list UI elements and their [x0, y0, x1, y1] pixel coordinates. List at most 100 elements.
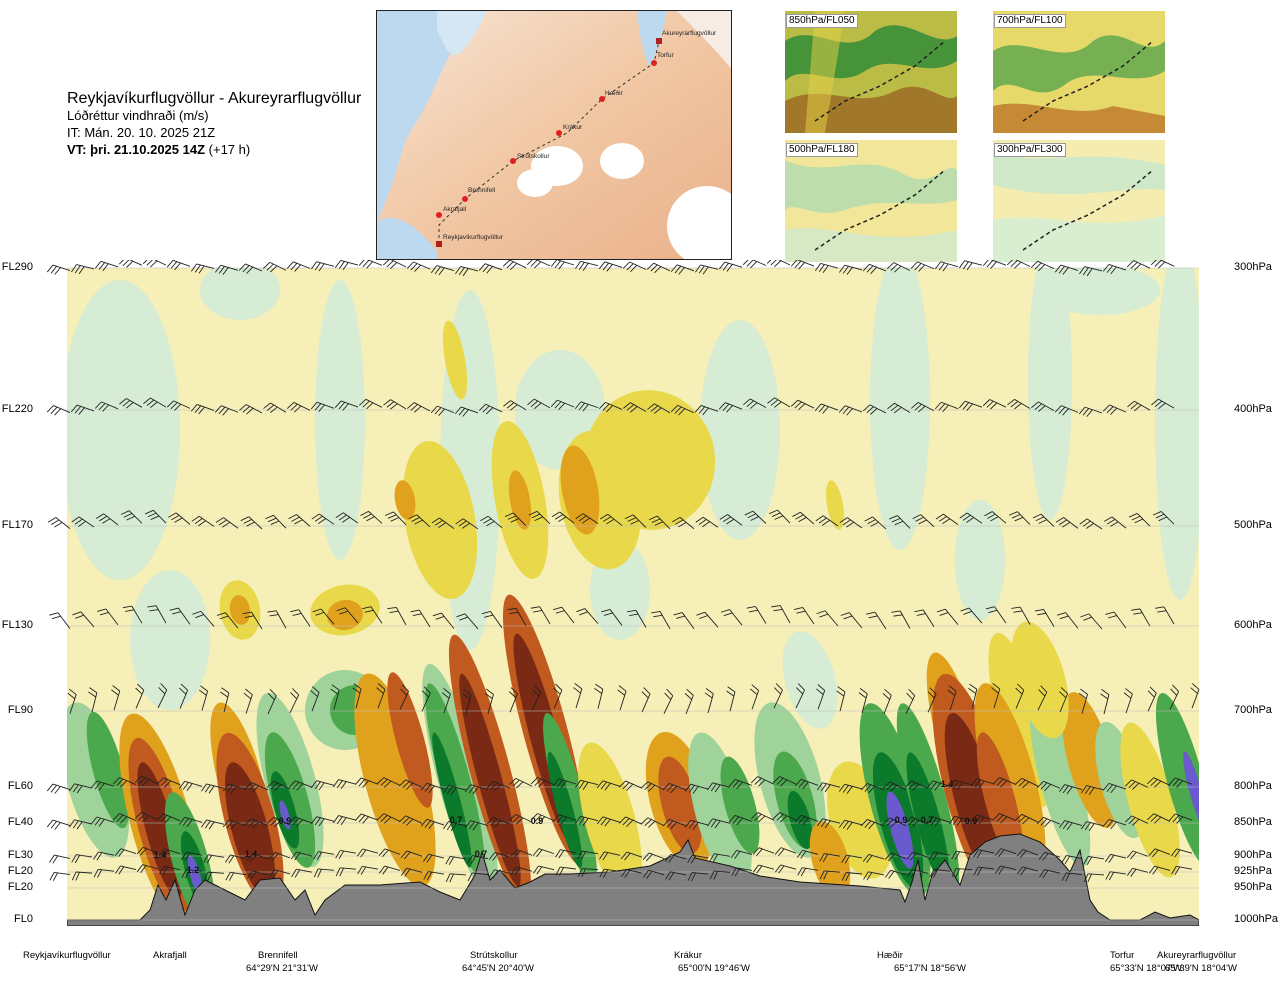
wind-barb: [968, 683, 978, 709]
velocity-cell: [658, 756, 702, 854]
wind-barb: [624, 514, 647, 528]
wind-barb: [201, 819, 225, 830]
wind-barb: [553, 606, 575, 624]
wind-barb: [310, 816, 335, 827]
thumbnail-500hpa[interactable]: 500hPa/FL180: [785, 140, 957, 262]
wind-barb: [191, 515, 215, 527]
wind-barb: [508, 813, 533, 825]
value-label: 0.7: [450, 815, 463, 825]
map-label-strutskollur: Strútskollur: [517, 153, 550, 160]
thumb-label-700: 700hPa/FL100: [994, 14, 1066, 28]
wind-barb: [119, 398, 143, 409]
wind-barb: [601, 609, 623, 626]
wind-barb: [959, 260, 983, 271]
wind-barb: [951, 850, 973, 860]
wind-barb: [290, 609, 311, 627]
wind-barb: [642, 852, 665, 862]
wind-barb: [423, 871, 445, 881]
wind-barb: [376, 777, 401, 788]
velocity-cell: [974, 683, 1046, 877]
wind-barb: [480, 515, 503, 529]
wind-barb: [1123, 688, 1133, 714]
wind-barb: [408, 514, 431, 528]
wind-barb: [864, 516, 887, 530]
wind-barb: [884, 869, 907, 879]
wind-barb: [960, 607, 983, 624]
hpa-label: 700hPa: [1234, 704, 1272, 716]
valid-time: VT: þri. 21.10.2025 14Z (+17 h): [67, 141, 361, 158]
wind-barb: [550, 399, 575, 411]
wind-barb: [598, 261, 623, 272]
velocity-cell: [547, 752, 583, 868]
wind-barb: [528, 510, 551, 525]
wind-barbs: [46, 260, 1200, 883]
wind-barb: [771, 605, 791, 624]
wind-barb: [882, 688, 892, 715]
wind-barb: [862, 263, 887, 275]
wind-barb: [838, 405, 863, 416]
wind-barb: [651, 611, 671, 630]
wind-barb: [203, 854, 225, 864]
wind-barb: [266, 780, 291, 792]
wind-barb: [147, 605, 167, 624]
wind-barb: [441, 688, 451, 714]
wind-barb: [904, 816, 929, 827]
wind-barb: [530, 813, 555, 824]
wind-barb: [1148, 865, 1171, 875]
station-coord: 64°45'N 20°40'W: [462, 963, 534, 974]
hpa-label: 950hPa: [1234, 881, 1272, 893]
wind-barb: [640, 817, 665, 828]
wind-barb: [750, 684, 760, 710]
wind-barb: [905, 688, 916, 714]
wind-barb: [354, 813, 379, 824]
wind-barb: [246, 853, 269, 862]
wind-barb: [744, 510, 767, 524]
wind-barb: [838, 264, 863, 275]
wind-barb: [596, 816, 621, 827]
wind-barb: [618, 816, 643, 827]
wind-barb: [134, 811, 159, 823]
value-label: 1.2: [187, 865, 200, 875]
wind-barb: [731, 867, 753, 877]
wind-barb: [1078, 406, 1103, 417]
wind-barb: [726, 686, 736, 712]
wind-barb: [1168, 777, 1193, 788]
thumbnail-850hpa[interactable]: 850hPa/FL050: [785, 11, 957, 133]
thumbnail-300hpa[interactable]: 300hPa/FL300: [993, 140, 1165, 262]
thumb-graphic-700: [993, 11, 1165, 133]
wind-barb: [238, 263, 263, 274]
wind-barb: [143, 397, 167, 408]
wind-barb: [743, 398, 767, 409]
wind-barb: [201, 783, 225, 794]
wind-barb: [1016, 849, 1039, 858]
wind-barb: [860, 782, 885, 794]
map-label-akrafjall: Akrafjall: [443, 206, 467, 213]
wind-barb: [178, 780, 203, 791]
wind-barb: [422, 853, 445, 863]
issue-time: IT: Mán. 20. 10. 2025 21Z: [67, 125, 216, 140]
wind-barb: [400, 867, 423, 877]
wind-barb: [510, 849, 533, 858]
wind-barb: [222, 783, 247, 794]
wind-barb: [400, 850, 423, 860]
wind-barb: [575, 779, 599, 790]
wind-barb: [360, 510, 383, 524]
wind-barb: [112, 777, 137, 788]
wind-barb: [266, 816, 291, 828]
wind-barb: [982, 260, 1007, 269]
thumbnail-700hpa[interactable]: 700hPa/FL100: [993, 11, 1165, 133]
vertical-velocity-field: [67, 268, 1199, 926]
wind-barb: [244, 818, 269, 829]
wind-barb: [181, 851, 203, 861]
wind-barb: [687, 854, 709, 864]
wind-barb: [46, 264, 71, 275]
wind-barb: [707, 782, 731, 793]
wind-barb: [994, 848, 1017, 858]
wind-barb: [142, 260, 167, 268]
wind-barb: [598, 401, 623, 413]
wind-barb: [215, 517, 239, 529]
wind-barb: [819, 853, 841, 863]
wind-barb: [646, 262, 671, 274]
wind-barb: [510, 866, 533, 876]
wind-barb: [662, 782, 687, 794]
